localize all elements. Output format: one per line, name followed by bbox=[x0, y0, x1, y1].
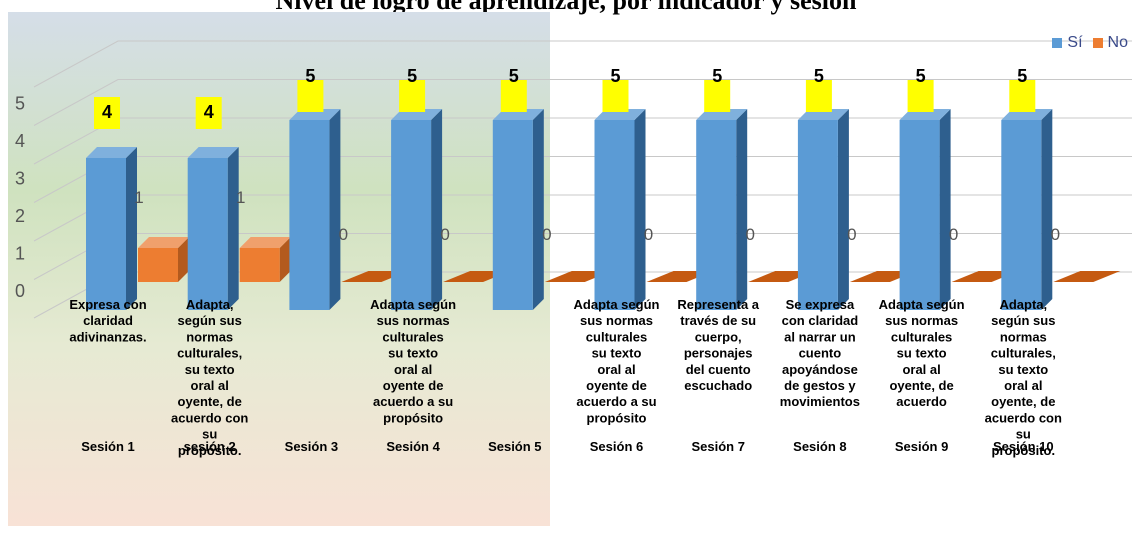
y-tick-label: 4 bbox=[15, 131, 25, 151]
legend: Sí No bbox=[1042, 34, 1128, 52]
x-tick-label: Sesión 1 bbox=[81, 439, 134, 454]
bar-si bbox=[899, 109, 951, 310]
legend-label-si: Sí bbox=[1067, 34, 1083, 51]
data-label-no: 0 bbox=[1051, 225, 1060, 244]
y-tick-label: 1 bbox=[15, 244, 25, 264]
legend-label-no: No bbox=[1107, 34, 1128, 51]
data-label-no: 0 bbox=[949, 225, 958, 244]
indicator-label: Representa a través de su cuerpo, personaje… bbox=[677, 297, 759, 393]
data-label-si: 5 bbox=[1009, 66, 1036, 112]
data-label-no: 0 bbox=[339, 225, 348, 244]
data-label-si: 5 bbox=[907, 66, 934, 112]
data-label-no: 0 bbox=[847, 225, 856, 244]
data-label-no: 0 bbox=[644, 225, 653, 244]
y-tick-label: 2 bbox=[15, 206, 25, 226]
data-label-si: 5 bbox=[399, 66, 426, 112]
indicator-label: Expresa con claridad adivinanzas. bbox=[69, 297, 146, 344]
x-tick-label: Sesión 8 bbox=[793, 439, 846, 454]
svg-text:5: 5 bbox=[407, 66, 417, 86]
data-label-no: 0 bbox=[745, 225, 754, 244]
indicator-label: Adapta según sus normas culturales su texto… bbox=[370, 297, 456, 425]
bar-si bbox=[86, 147, 137, 310]
svg-text:5: 5 bbox=[814, 66, 824, 86]
svg-text:5: 5 bbox=[712, 66, 722, 86]
bar-si bbox=[696, 109, 748, 310]
gridline bbox=[33, 40, 1132, 88]
x-tick-label: Sesión 9 bbox=[895, 439, 948, 454]
legend-swatch-si bbox=[1052, 37, 1063, 48]
svg-text:5: 5 bbox=[1017, 66, 1027, 86]
data-label-no: 0 bbox=[440, 225, 449, 244]
indicator-label: Adapta, según sus normas culturales, su text… bbox=[171, 297, 248, 458]
x-tick-label: sesión 2 bbox=[184, 439, 236, 454]
bar-si bbox=[289, 109, 341, 310]
chart-title: Nivel de logro de aprendizaje, por indic… bbox=[275, 0, 857, 15]
bar-no bbox=[239, 237, 291, 282]
data-label-si: 4 bbox=[94, 97, 120, 129]
data-label-si: 5 bbox=[602, 66, 629, 112]
bar-si bbox=[492, 109, 544, 310]
y-tick-label: 3 bbox=[15, 169, 25, 189]
svg-text:4: 4 bbox=[204, 102, 214, 122]
data-label-si: 5 bbox=[805, 66, 832, 112]
svg-text:4: 4 bbox=[102, 102, 112, 122]
svg-text:5: 5 bbox=[305, 66, 315, 86]
x-tick-label: Sesión 10 bbox=[993, 439, 1054, 454]
bar-no bbox=[138, 237, 189, 282]
y-tick-label: 5 bbox=[15, 94, 25, 114]
indicator-label: Adapta, según sus normas culturales, su text… bbox=[985, 297, 1062, 458]
x-tick-label: Sesión 4 bbox=[386, 439, 440, 454]
gridline bbox=[33, 79, 1132, 126]
x-tick-label: Sesión 7 bbox=[691, 439, 744, 454]
bar-si bbox=[187, 147, 239, 310]
data-label-no: 1 bbox=[236, 188, 245, 207]
data-label-no: 1 bbox=[134, 188, 143, 207]
data-label-no: 0 bbox=[542, 225, 551, 244]
data-label-si: 5 bbox=[704, 66, 731, 112]
indicator-label: Adapta según sus normas culturales su texto… bbox=[879, 297, 965, 409]
x-tick-label: Sesión 3 bbox=[285, 439, 338, 454]
legend-swatch-no bbox=[1092, 37, 1103, 48]
bar-si bbox=[1001, 109, 1053, 310]
bar-si bbox=[594, 109, 646, 310]
svg-text:5: 5 bbox=[916, 66, 926, 86]
data-label-si: 5 bbox=[297, 66, 324, 112]
data-label-si: 4 bbox=[195, 97, 222, 129]
indicator-label: Adapta según sus normas culturales su texto… bbox=[574, 297, 660, 425]
bar-si bbox=[797, 109, 849, 310]
x-tick-label: Sesión 5 bbox=[488, 439, 541, 454]
bar-si bbox=[391, 109, 443, 310]
indicator-label: Se expresa con claridad al narrar un cuento… bbox=[780, 297, 860, 409]
y-tick-label: 0 bbox=[15, 281, 25, 301]
svg-text:5: 5 bbox=[610, 66, 620, 86]
svg-text:5: 5 bbox=[509, 66, 519, 86]
data-label-si: 5 bbox=[500, 66, 527, 112]
x-tick-label: Sesión 6 bbox=[590, 439, 643, 454]
bar-no bbox=[1053, 271, 1121, 282]
